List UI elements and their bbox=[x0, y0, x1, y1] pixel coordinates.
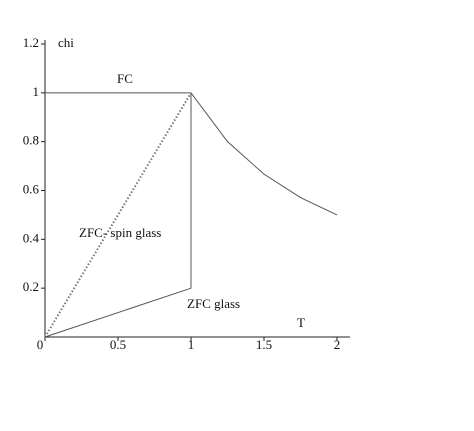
x-tick-label: 1 bbox=[188, 337, 195, 352]
x-tick-label: 0.5 bbox=[110, 337, 126, 352]
x-tick-label: 1.5 bbox=[256, 337, 272, 352]
y-tick-label: 1 bbox=[33, 84, 40, 99]
y-tick-label: 0.4 bbox=[23, 230, 40, 245]
y-tick-label: 0.8 bbox=[23, 133, 39, 148]
series-label: ZFC- spin glass bbox=[79, 225, 161, 240]
series-line bbox=[45, 92, 338, 216]
x-axis-label: T bbox=[297, 315, 305, 330]
y-axis-label: chi bbox=[58, 35, 74, 50]
x-tick-label: 2 bbox=[334, 337, 341, 352]
series-label: FC bbox=[117, 71, 133, 86]
series-line bbox=[44, 92, 192, 338]
x-tick-label: 0 bbox=[37, 337, 44, 352]
series-label: ZFC glass bbox=[187, 296, 240, 311]
y-tick-label: 0.2 bbox=[23, 279, 39, 294]
series-line bbox=[44, 92, 192, 338]
y-tick-label: 1.2 bbox=[23, 35, 39, 50]
y-tick-label: 0.6 bbox=[23, 181, 40, 196]
